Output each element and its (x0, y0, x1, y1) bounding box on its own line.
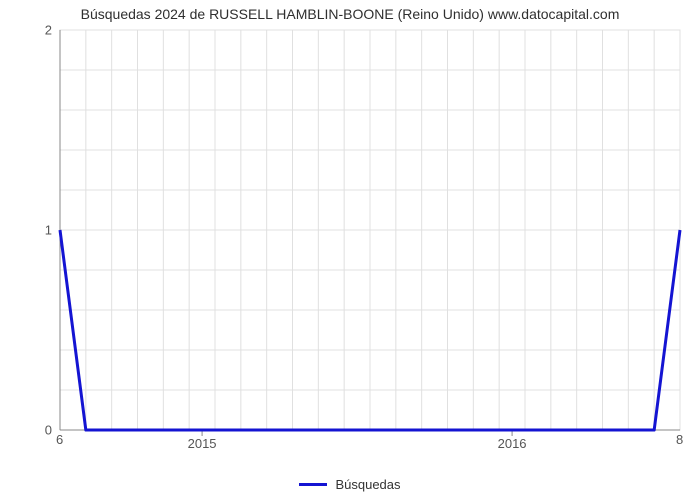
ytick-label: 2 (12, 23, 52, 38)
chart-svg (60, 30, 680, 430)
ytick-label: 1 (12, 223, 52, 238)
legend-label: Búsquedas (335, 477, 400, 492)
x-corner-right: 8 (676, 432, 683, 447)
xtick-label: 2016 (498, 436, 527, 451)
legend-swatch (299, 483, 327, 486)
legend: Búsquedas (0, 477, 700, 492)
ytick-label: 0 (12, 423, 52, 438)
chart-title: Búsquedas 2024 de RUSSELL HAMBLIN-BOONE … (0, 6, 700, 22)
x-corner-left: 6 (56, 432, 63, 447)
plot-area (60, 30, 680, 430)
xtick-label: 2015 (188, 436, 217, 451)
